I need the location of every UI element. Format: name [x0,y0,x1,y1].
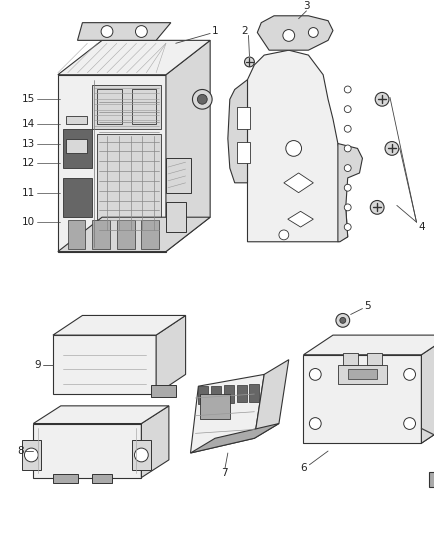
Bar [343,353,357,365]
Circle shape [404,368,416,381]
Circle shape [344,106,351,112]
Circle shape [340,318,346,324]
Circle shape [192,90,212,109]
Text: 11: 11 [22,188,35,198]
Circle shape [336,313,350,327]
Circle shape [385,142,399,155]
Polygon shape [284,173,313,192]
Polygon shape [228,79,247,183]
Bar [211,386,221,403]
Bar [338,365,387,384]
Bar [66,139,87,154]
Polygon shape [257,16,333,50]
Bar [237,142,251,163]
Circle shape [309,418,321,430]
Bar [53,335,156,394]
Bar [97,90,122,124]
Bar [237,385,247,402]
Circle shape [279,230,289,240]
Circle shape [344,125,351,132]
Circle shape [244,57,254,67]
Text: 9: 9 [35,360,41,369]
Bar [63,178,92,217]
Polygon shape [247,50,348,242]
Text: 4: 4 [418,222,425,232]
Text: 6: 6 [300,463,307,473]
Circle shape [283,29,295,42]
Polygon shape [191,424,279,453]
Polygon shape [288,211,313,227]
Text: 8: 8 [17,446,24,456]
Circle shape [344,165,351,172]
Bar [367,353,382,365]
Bar [117,220,134,249]
Bar [33,424,141,478]
Bar [131,90,156,124]
Circle shape [134,448,148,462]
Circle shape [101,26,113,37]
Bar [166,203,186,232]
Bar [429,472,438,487]
Bar [166,158,191,192]
Bar [151,385,176,397]
Text: 3: 3 [303,1,310,11]
Circle shape [308,28,318,37]
Bar [63,129,92,168]
Polygon shape [304,335,438,355]
Circle shape [344,145,351,152]
Polygon shape [53,316,186,335]
Circle shape [404,418,416,430]
Polygon shape [166,41,210,252]
Text: 10: 10 [22,217,35,227]
Polygon shape [92,85,161,129]
Bar [198,386,208,404]
Bar [304,355,421,443]
Bar [53,474,78,483]
Text: 1: 1 [212,26,219,36]
Bar [237,107,251,129]
Circle shape [344,86,351,93]
Polygon shape [156,316,186,394]
Circle shape [286,141,301,156]
Circle shape [344,204,351,211]
Text: 5: 5 [364,301,371,311]
Polygon shape [33,406,169,424]
Polygon shape [141,406,169,478]
Bar [348,369,377,379]
Text: 13: 13 [22,139,35,149]
Bar [200,394,230,418]
Circle shape [25,448,38,462]
Polygon shape [58,41,210,75]
Polygon shape [421,335,438,443]
Bar [141,220,159,249]
Circle shape [198,94,207,104]
Circle shape [370,200,384,214]
Polygon shape [191,374,264,453]
Polygon shape [304,424,438,443]
Bar [92,220,110,249]
Bar [250,384,259,402]
Text: 15: 15 [22,94,35,104]
Bar [66,116,87,124]
Bar [68,220,85,249]
Polygon shape [58,75,166,252]
Circle shape [375,92,389,106]
Text: 7: 7 [222,467,228,478]
Text: 12: 12 [22,158,35,168]
Polygon shape [254,360,289,438]
Bar [224,385,234,403]
Polygon shape [97,134,161,232]
Text: 2: 2 [241,26,248,36]
Text: 14: 14 [22,119,35,129]
Circle shape [309,368,321,381]
Polygon shape [78,23,171,41]
Polygon shape [58,217,210,252]
Circle shape [344,184,351,191]
Circle shape [344,223,351,230]
Circle shape [135,26,147,37]
Bar [92,474,112,483]
Polygon shape [338,143,363,242]
Bar [131,440,151,470]
Bar [21,440,41,470]
